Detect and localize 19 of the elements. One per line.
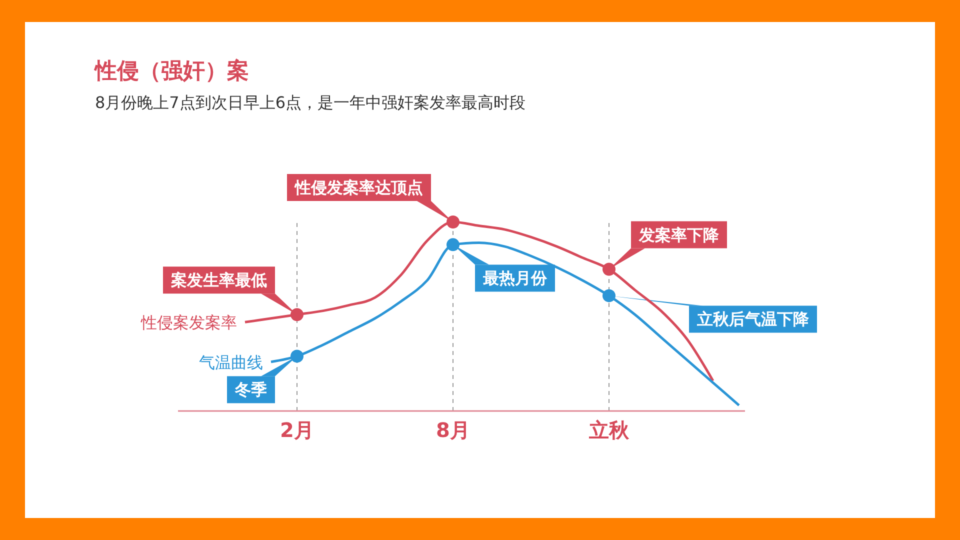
annotation: 性侵发案率达顶点 xyxy=(294,178,423,197)
series-label: 性侵案发案率 xyxy=(140,313,237,332)
point xyxy=(290,350,304,363)
point xyxy=(602,262,616,276)
point xyxy=(446,238,460,252)
annotation: 发案率下降 xyxy=(638,225,720,244)
annotation: 立秋后气温下降 xyxy=(696,310,810,329)
chart-title: 性侵（强奸）案 xyxy=(93,58,249,84)
x-tick-label: 8月 xyxy=(436,418,470,442)
legend-label: 气温曲线 xyxy=(199,352,263,372)
annotation: 最热月份 xyxy=(482,268,548,288)
annotation: 案发生率最低 xyxy=(170,270,267,290)
point xyxy=(446,216,460,228)
chart-subtitle: 8月份晚上7点到次日早上6点，是一年中强奸案发率最高时段 xyxy=(95,93,526,112)
x-tick-label: 2月 xyxy=(280,418,314,442)
x-tick-label: 立秋 xyxy=(588,418,630,442)
annotation: 冬季 xyxy=(234,380,267,400)
point xyxy=(602,289,616,302)
point xyxy=(290,308,304,322)
